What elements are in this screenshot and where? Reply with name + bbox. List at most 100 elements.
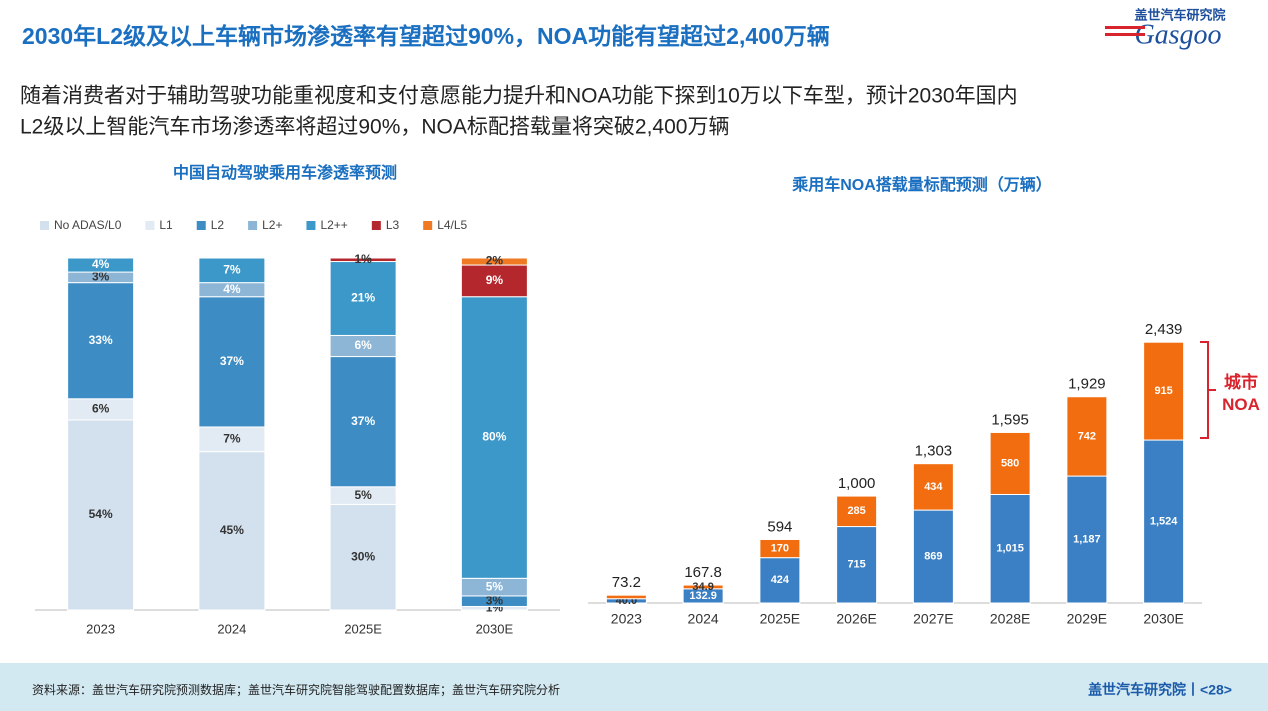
bar-segment <box>460 264 528 298</box>
data-label: 7% <box>223 262 241 276</box>
footer-source: 资料来源：盖世汽车研究院预测数据库；盖世汽车研究院智能驾驶配置数据库；盖世汽车研… <box>32 682 560 697</box>
bar-segment <box>1066 396 1108 477</box>
total-label: 1,929 <box>1068 376 1106 393</box>
bar-segment <box>1143 341 1185 441</box>
bar-segment <box>759 538 801 559</box>
logo-stripe <box>1105 33 1145 36</box>
data-label: 869 <box>924 550 942 562</box>
bar-segment <box>198 426 266 453</box>
total-label: 2,439 <box>1145 321 1183 338</box>
data-label: 4% <box>92 257 110 271</box>
data-label: 285 <box>847 505 865 517</box>
x-tick-label: 2028E <box>990 611 1030 627</box>
data-label: 7% <box>223 431 241 445</box>
data-label: 715 <box>847 559 865 571</box>
logo-brand: Gasgoo <box>1134 19 1221 50</box>
bar-segment <box>912 463 954 511</box>
bar-segment <box>67 282 135 400</box>
legend-label: L4/L5 <box>437 218 467 232</box>
data-label: 54% <box>89 507 113 521</box>
total-label: 1,595 <box>991 411 1029 428</box>
bar-segment <box>989 493 1031 604</box>
bar-segment <box>1143 439 1185 604</box>
bar-segment <box>460 257 528 266</box>
bar-segment <box>329 257 397 263</box>
data-label: 21% <box>351 291 375 305</box>
total-label: 1,303 <box>915 443 953 460</box>
bar-segment <box>836 495 878 528</box>
data-label: 80% <box>482 430 506 444</box>
bar-segment <box>989 431 1031 495</box>
data-label: 6% <box>92 402 110 416</box>
bar-segment <box>912 509 954 604</box>
data-label: 1,524 <box>1150 515 1178 527</box>
bar-segment <box>329 261 397 336</box>
data-label: 5% <box>354 488 372 502</box>
legend-label: L2+ <box>262 218 282 232</box>
data-label: 580 <box>1001 457 1019 469</box>
data-label: 132.9 <box>689 590 717 602</box>
x-tick-label: 2023 <box>86 621 115 636</box>
legend-swatch <box>306 221 316 230</box>
bar-segment <box>759 557 801 604</box>
logo-name: 盖世汽车研究院 <box>1134 7 1225 22</box>
bar-segment <box>682 584 724 590</box>
bar-segment <box>198 296 266 428</box>
legend-swatch <box>248 221 258 230</box>
total-label: 1,000 <box>838 475 876 492</box>
data-label: 30% <box>351 549 375 563</box>
data-label: 37% <box>351 414 375 428</box>
data-label: 170 <box>771 542 789 554</box>
data-label: 424 <box>771 574 790 586</box>
data-label: 6% <box>354 338 372 352</box>
x-tick-label: 2030E <box>1143 611 1183 627</box>
bar-segment <box>605 594 647 600</box>
legend-swatch <box>371 221 381 230</box>
footer-page: 盖世汽车研究院丨<28> <box>1088 682 1232 698</box>
bar-segment <box>198 257 266 284</box>
data-label: 37% <box>220 354 244 368</box>
data-label: 34.9 <box>692 581 713 593</box>
data-label: 1% <box>354 252 372 266</box>
data-label: 434 <box>924 481 943 493</box>
legend-label: L2++ <box>320 218 347 232</box>
slide-title: 2030年L2级及以上车辆市场渗透率有望超过90%，NOA功能有望超过2,400… <box>22 23 830 49</box>
legend-label: No ADAS/L0 <box>54 218 122 232</box>
data-label: 1,015 <box>996 543 1024 555</box>
bar-segment <box>198 451 266 611</box>
total-label: 73.2 <box>612 574 641 591</box>
data-label: 742 <box>1078 430 1096 442</box>
x-tick-label: 2029E <box>1067 611 1107 627</box>
legend-swatch <box>196 221 206 230</box>
total-label: 594 <box>767 518 792 535</box>
x-tick-label: 2026E <box>836 611 876 627</box>
subtitle-line: 随着消费者对于辅助驾驶功能重视度和支付意愿能力提升和NOA功能下探到10万以下车… <box>20 85 1018 108</box>
data-label: 4% <box>223 282 241 296</box>
data-label: 3% <box>486 593 504 607</box>
logo-stripe <box>1105 26 1145 29</box>
x-tick-label: 2025E <box>344 621 382 636</box>
bar-segment <box>67 257 135 273</box>
noa-annotation: 城市NOA <box>1222 373 1260 414</box>
legend-swatch <box>40 221 49 230</box>
bar-segment <box>67 419 135 611</box>
data-label: 9% <box>486 273 504 287</box>
noa-bracket <box>1200 341 1216 439</box>
bar-segment <box>329 356 397 488</box>
data-label: 1,187 <box>1073 533 1101 545</box>
legend-swatch <box>423 221 433 230</box>
data-label: 3% <box>92 270 110 284</box>
data-label: 33% <box>89 333 113 347</box>
legend-swatch <box>145 221 155 230</box>
data-label: 915 <box>1154 385 1172 397</box>
legend-label: L1 <box>159 218 173 232</box>
data-label: 5% <box>486 579 504 593</box>
subtitle-line: L2级以上智能汽车市场渗透率将超过90%，NOA标配搭载量将突破2,400万辆 <box>20 116 729 139</box>
chart-title: 乘用车NOA搭载量标配预测（万辆） <box>791 175 1052 194</box>
bar-segment <box>836 526 878 604</box>
x-tick-label: 2024 <box>688 611 719 627</box>
legend-label: L3 <box>386 218 400 232</box>
footer-band <box>0 663 1268 711</box>
